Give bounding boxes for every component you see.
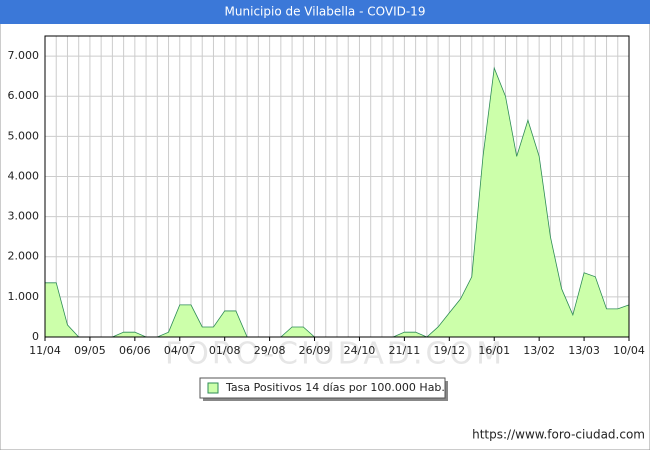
x-tick-label: 26/09 [299,344,331,357]
area-fill [45,68,629,338]
x-tick-label: 09/05 [74,344,106,357]
watermark: FORO-CIUDAD.COM [165,337,505,372]
x-tick-label: 21/11 [389,344,421,357]
legend-label: Tasa Positivos 14 días por 100.000 Hab. [225,381,445,394]
y-tick-label: 4.000 [8,169,40,182]
plot-border [44,35,630,338]
x-tick-label: 16/01 [478,344,510,357]
x-tick-label: 06/06 [119,344,151,357]
x-tick-label: 01/08 [209,344,241,357]
y-tick-label: 0 [32,330,39,343]
title-bar [0,0,650,24]
x-tick-label: 10/04 [613,344,645,357]
y-tick-label: 5.000 [8,129,40,142]
legend-swatch [207,382,219,394]
y-tick-label: 6.000 [8,89,40,102]
x-tick-label: 19/12 [433,344,465,357]
y-tick-label: 1.000 [8,290,40,303]
x-tick-label: 11/04 [29,344,61,357]
x-tick-label: 13/02 [523,344,555,357]
y-tick-label: 7.000 [8,49,40,62]
y-tick-label: 2.000 [8,250,40,263]
legend-box [199,377,446,399]
y-tick-label: 3.000 [8,210,40,223]
x-tick-label: 29/08 [254,344,286,357]
footer: https://www.foro-ciudad.com [472,428,645,442]
chart-title: Municipio de Vilabella - COVID-19 [225,5,426,19]
x-tick-label: 13/03 [568,344,600,357]
x-tick-label: 04/07 [164,344,196,357]
x-tick-label: 24/10 [344,344,376,357]
